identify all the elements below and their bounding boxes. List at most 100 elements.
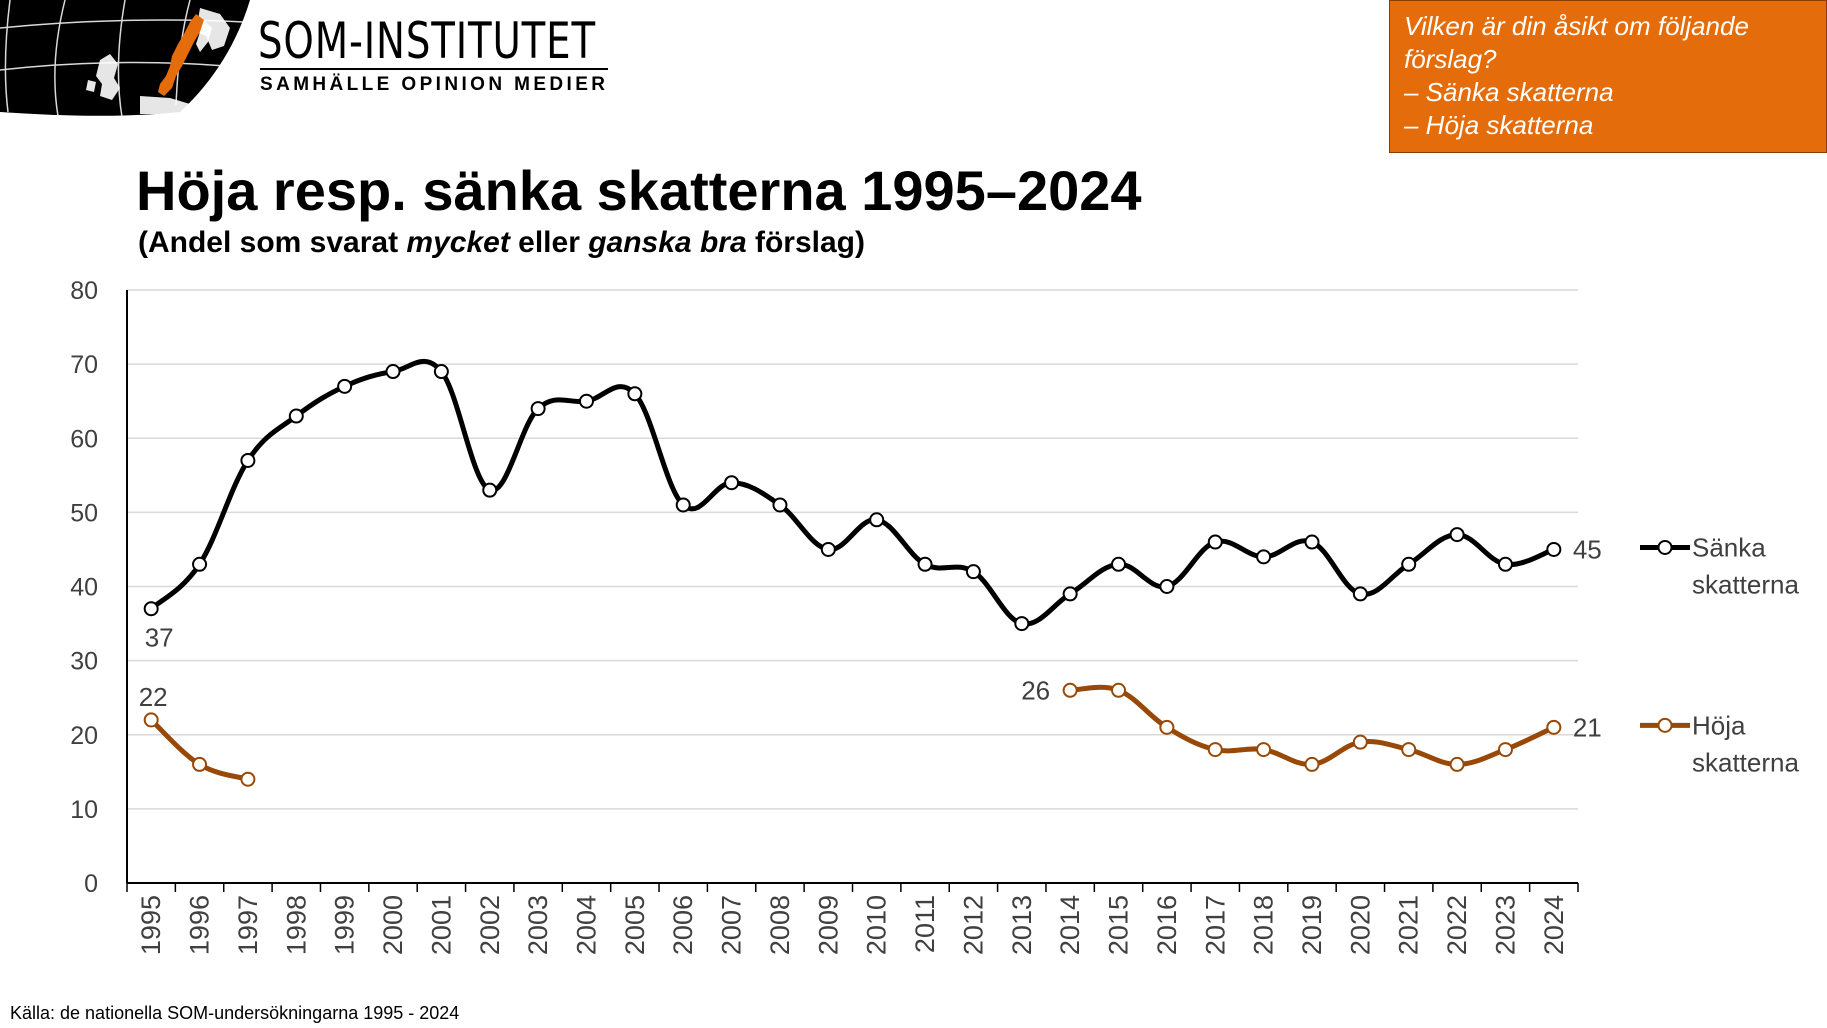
x-tick-label: 2006 bbox=[668, 895, 698, 955]
line-chart: 0 10 20 30 40 50 60 70 80 1995 1996 1997 1998 1999 20… bbox=[70, 277, 1799, 955]
y-tick-label: 80 bbox=[70, 277, 98, 305]
y-tick-label: 30 bbox=[70, 648, 98, 676]
data-point bbox=[578, 393, 594, 409]
x-tick-label: 2000 bbox=[378, 895, 408, 955]
question-line: – Höja skatterna bbox=[1404, 110, 1594, 140]
x-tick-label: 2013 bbox=[1007, 895, 1037, 955]
x-tick-label: 1999 bbox=[330, 895, 360, 955]
legend-marker bbox=[1657, 717, 1673, 733]
logo-sweden-shape bbox=[158, 14, 204, 96]
x-tick-label: 2017 bbox=[1200, 895, 1230, 955]
data-point bbox=[1256, 742, 1272, 758]
x-tick-label: 1998 bbox=[281, 895, 311, 955]
legend-entry: Höja skatterna bbox=[1640, 710, 1799, 777]
data-point bbox=[1062, 682, 1078, 698]
y-tick-label: 20 bbox=[70, 722, 98, 750]
x-tick-label: 2009 bbox=[813, 895, 843, 955]
question-line: förslag? bbox=[1404, 44, 1497, 74]
data-point bbox=[1304, 534, 1320, 550]
data-point bbox=[1062, 586, 1078, 602]
data-label: 37 bbox=[145, 623, 174, 653]
chart-grid bbox=[127, 289, 1578, 810]
data-point bbox=[530, 401, 546, 417]
legend-entry: Sänka skatterna bbox=[1640, 532, 1799, 599]
subtitle-emphasis: ganska bra bbox=[588, 226, 747, 259]
data-point bbox=[869, 512, 885, 528]
chart-legend: Sänka skatterna Höja skatterna bbox=[1640, 532, 1799, 777]
subtitle-text: eller bbox=[509, 226, 589, 259]
x-tick-label: 2005 bbox=[620, 895, 650, 955]
data-point bbox=[1207, 534, 1223, 550]
data-point bbox=[192, 556, 208, 572]
data-point bbox=[1014, 616, 1030, 632]
data-point bbox=[1111, 682, 1127, 698]
data-point bbox=[1256, 549, 1272, 565]
data-point bbox=[433, 364, 449, 380]
x-tick-label: 2007 bbox=[717, 895, 747, 955]
x-axis-ticks: 1995 1996 1997 1998 1999 2000 2001 2002 2003 2004… bbox=[136, 895, 1569, 955]
x-tick-label: 2012 bbox=[958, 895, 988, 955]
data-point bbox=[1449, 527, 1465, 543]
x-tick-label: 2021 bbox=[1394, 895, 1424, 955]
series-line bbox=[148, 358, 1557, 627]
logo-divider bbox=[260, 68, 608, 70]
chart-axes bbox=[126, 290, 1579, 892]
x-tick-label: 2010 bbox=[862, 895, 892, 955]
logo-name: SOM-INSTITUTET bbox=[258, 12, 596, 70]
data-point bbox=[724, 475, 740, 491]
subtitle-text: (Andel som svarat bbox=[138, 226, 407, 259]
data-point bbox=[1159, 719, 1175, 735]
data-label: 22 bbox=[139, 682, 168, 712]
data-label: 21 bbox=[1573, 712, 1602, 742]
x-tick-label: 2014 bbox=[1055, 895, 1085, 955]
x-tick-label: 2002 bbox=[475, 895, 505, 955]
y-tick-label: 60 bbox=[70, 425, 98, 453]
chart-series: 37 45 22 26 21 bbox=[139, 358, 1602, 787]
x-tick-label: 2020 bbox=[1345, 895, 1375, 955]
data-point bbox=[1207, 742, 1223, 758]
data-point bbox=[675, 497, 691, 513]
y-axis-ticks: 0 10 20 30 40 50 60 70 80 bbox=[70, 277, 98, 898]
data-label: 26 bbox=[1021, 675, 1050, 705]
question-box: Vilken är din åsikt om följande förslag?… bbox=[1389, 0, 1827, 153]
y-tick-label: 10 bbox=[70, 796, 98, 824]
data-point bbox=[240, 452, 256, 468]
page-subtitle: (Andel som svarat mycket eller ganska br… bbox=[138, 226, 865, 260]
legend-label: Höja bbox=[1692, 710, 1746, 740]
y-tick-label: 0 bbox=[84, 870, 98, 898]
x-tick-label: 1995 bbox=[136, 895, 166, 955]
series-hoja: 22 26 21 bbox=[139, 675, 1602, 787]
x-tick-label: 2015 bbox=[1104, 895, 1134, 955]
logo-tagline: SAMHÄLLE OPINION MEDIER bbox=[260, 74, 609, 95]
legend-label: skatterna bbox=[1692, 569, 1799, 599]
y-tick-label: 50 bbox=[70, 499, 98, 527]
source-note: Källa: de nationella SOM-undersökningarn… bbox=[10, 1003, 460, 1023]
legend-label: skatterna bbox=[1692, 747, 1799, 777]
data-point bbox=[1352, 586, 1368, 602]
data-point bbox=[240, 771, 256, 787]
logo-map-icon bbox=[0, 0, 250, 118]
x-tick-label: 2011 bbox=[910, 895, 940, 953]
data-point bbox=[385, 364, 401, 380]
data-point bbox=[1304, 756, 1320, 772]
x-tick-label: 2016 bbox=[1152, 895, 1182, 955]
legend-label: Sänka bbox=[1692, 532, 1766, 562]
data-label: 45 bbox=[1573, 534, 1602, 564]
x-tick-label: 2023 bbox=[1490, 895, 1520, 955]
data-point bbox=[1497, 556, 1513, 572]
data-point bbox=[192, 756, 208, 772]
data-point bbox=[1497, 742, 1513, 758]
data-point bbox=[1159, 579, 1175, 594]
x-tick-label: 2022 bbox=[1442, 895, 1472, 955]
data-point bbox=[772, 497, 788, 513]
data-point bbox=[1449, 756, 1465, 772]
x-tick-label: 2004 bbox=[571, 895, 601, 955]
x-tick-label: 2001 bbox=[426, 895, 456, 955]
series-sanka: 37 45 bbox=[143, 358, 1602, 653]
y-tick-label: 40 bbox=[70, 574, 98, 602]
data-point bbox=[1401, 556, 1417, 572]
x-tick-label: 2024 bbox=[1539, 895, 1569, 955]
question-line: – Sänka skatterna bbox=[1404, 77, 1614, 107]
data-point bbox=[1352, 734, 1368, 750]
data-point bbox=[917, 556, 933, 572]
